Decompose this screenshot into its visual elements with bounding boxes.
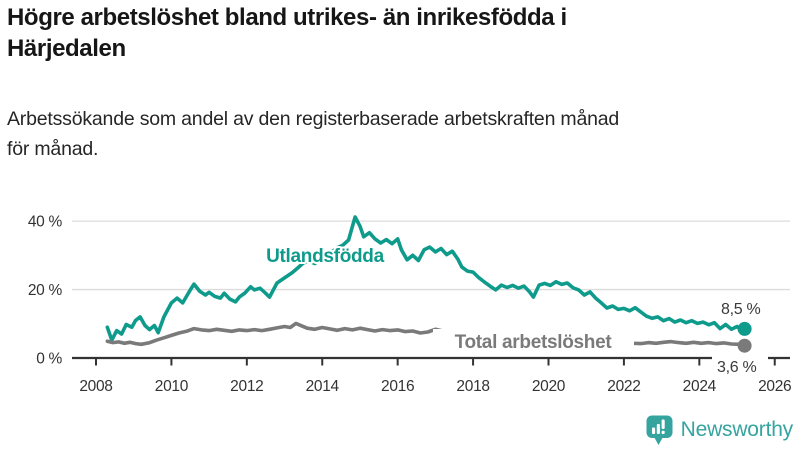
x-axis-label-2010: 2010 [155, 378, 189, 395]
series-line-0 [105, 215, 747, 343]
axis-layer: 0 % 20 % 40 % 2008 2010 2012 2014 2016 2018 2020 2… [28, 214, 792, 395]
total-label-background [433, 329, 634, 353]
x-axis-label-2018: 2018 [456, 378, 489, 395]
series-lines-layer [105, 215, 747, 348]
x-axis-label-2014: 2014 [306, 378, 340, 395]
series-label-total-arbetsloshet: Total arbetslöshet [455, 332, 613, 353]
y-axis-label-20: 20 % [28, 282, 63, 299]
x-axis-label-2012: 2012 [230, 378, 263, 395]
x-axis-label-2022: 2022 [607, 378, 640, 395]
chart-title: Högre arbetslöshet bland utrikes- än inr… [7, 2, 793, 64]
x-axis-label-2020: 2020 [532, 378, 566, 395]
end-value-total: 3,6 % [717, 359, 756, 376]
series-label-utlandsfodda: Utlandsfödda [266, 246, 385, 267]
x-axis-label-2026: 2026 [758, 378, 791, 395]
series-end-dot-0 [737, 321, 752, 336]
end-dots-layer [737, 321, 752, 353]
x-axis-label-2024: 2024 [683, 378, 717, 395]
end-value-utlandsfodda: 8,5 % [721, 301, 760, 318]
series-line-1 [105, 321, 747, 348]
newsworthy-icon [646, 415, 673, 445]
x-axis-label-2016: 2016 [381, 378, 414, 395]
chart-subtitle-line1: Arbetssökande som andel av den registerb… [7, 108, 620, 130]
newsworthy-logo[interactable]: Newsworthy [646, 413, 793, 447]
end-label-background [712, 352, 768, 377]
chart-subtitle-line2: för månad. [7, 138, 99, 160]
chart-title-line1: Högre arbetslöshet bland utrikes- än inr… [7, 4, 567, 31]
chart-subtitle: Arbetssökande som andel av den registerb… [7, 104, 793, 164]
chart-title-line2: Härjedalen [7, 35, 126, 62]
x-axis-label-2008: 2008 [79, 378, 112, 395]
y-axis-label-40: 40 % [28, 214, 63, 231]
series-end-dot-1 [737, 338, 752, 353]
y-axis-label-0: 0 % [36, 351, 62, 368]
newsworthy-wordmark: Newsworthy [680, 418, 794, 441]
